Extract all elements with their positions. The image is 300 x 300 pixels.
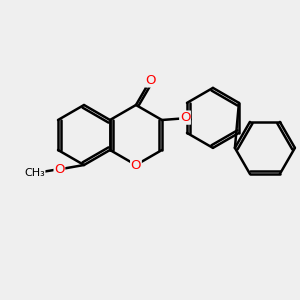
Text: O: O <box>131 159 141 172</box>
Text: O: O <box>146 74 156 87</box>
Text: O: O <box>54 163 64 176</box>
Text: O: O <box>180 111 190 124</box>
Text: CH₃: CH₃ <box>24 167 45 178</box>
